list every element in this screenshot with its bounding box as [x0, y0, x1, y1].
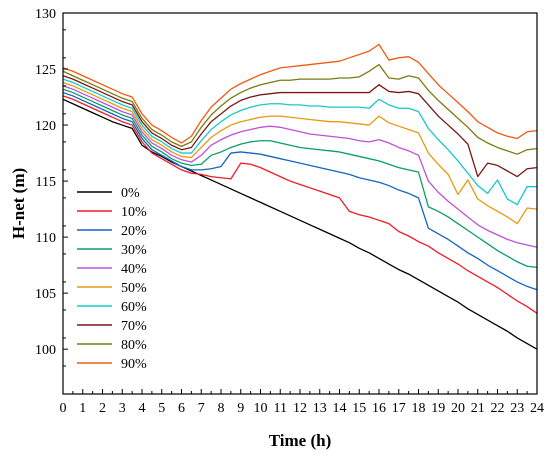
- legend-label-0: 0%: [121, 186, 140, 201]
- series-line-7: [62, 75, 538, 178]
- x-tick-label-14: 14: [333, 401, 347, 416]
- series-lines: [62, 43, 538, 350]
- legend-label-8: 80%: [121, 338, 147, 353]
- series-line-1: [62, 95, 538, 314]
- legend-label-1: 10%: [121, 205, 147, 220]
- series-line-6: [62, 78, 537, 206]
- y-tick-label-3: 115: [36, 175, 56, 190]
- y-tick-label-6: 130: [35, 7, 56, 22]
- x-tick-label-22: 22: [491, 401, 505, 416]
- series-line-2: [62, 91, 538, 291]
- y-axis-title: H-net (m): [9, 168, 28, 239]
- x-tick-label-2: 2: [99, 401, 106, 416]
- x-tick-label-24: 24: [530, 401, 544, 416]
- x-tick-label-12: 12: [293, 401, 307, 416]
- x-tick-label-18: 18: [412, 401, 426, 416]
- legend: 0% 10% 20% 30% 40% 50% 60% 70% 80% 90%: [77, 186, 147, 372]
- x-tick-label-11: 11: [274, 401, 287, 416]
- x-tick-label-19: 19: [431, 401, 445, 416]
- x-tick-label-13: 13: [313, 401, 327, 416]
- x-tick-label-6: 6: [178, 401, 185, 416]
- axes: 0 1 2 3 4 5 6 7 8 9 10 11 12 13 14 15 16 17 18 19 20 21 22 23 24…: [35, 7, 544, 416]
- x-tick-label-4: 4: [139, 401, 146, 416]
- x-tick-label-8: 8: [218, 401, 225, 416]
- plot-frame: [62, 12, 538, 395]
- x-tick-label-7: 7: [198, 401, 205, 416]
- legend-label-2: 20%: [121, 224, 147, 239]
- x-tick-label-3: 3: [119, 401, 126, 416]
- legend-label-7: 70%: [121, 319, 147, 334]
- x-axis-title: Time (h): [269, 431, 332, 450]
- x-tick-label-15: 15: [352, 401, 366, 416]
- x-tick-label-16: 16: [372, 401, 386, 416]
- y-tick-label-4: 120: [35, 119, 56, 134]
- legend-label-6: 60%: [121, 300, 147, 315]
- x-tick-label-9: 9: [237, 401, 244, 416]
- series-line-0: [62, 98, 538, 350]
- y-tick-label-0: 100: [35, 343, 56, 358]
- series-line-4: [62, 85, 538, 248]
- series-line-5: [62, 81, 538, 225]
- x-tick-label-17: 17: [392, 401, 406, 416]
- legend-label-3: 30%: [121, 243, 147, 258]
- x-tick-label-23: 23: [510, 401, 524, 416]
- series-line-9: [62, 43, 538, 144]
- x-tick-label-21: 21: [471, 401, 485, 416]
- legend-label-5: 50%: [121, 281, 147, 296]
- series-line-8: [62, 63, 538, 155]
- legend-label-4: 40%: [121, 262, 147, 277]
- series-line-3: [62, 88, 538, 269]
- y-tick-label-1: 105: [35, 287, 56, 302]
- y-tick-label-2: 110: [36, 231, 56, 246]
- x-tick-label-1: 1: [79, 401, 86, 416]
- x-tick-label-5: 5: [158, 401, 165, 416]
- x-tick-label-10: 10: [254, 401, 268, 416]
- x-tick-label-0: 0: [60, 401, 67, 416]
- y-tick-label-5: 125: [35, 63, 56, 78]
- x-tick-label-20: 20: [451, 401, 465, 416]
- legend-label-9: 90%: [121, 357, 147, 372]
